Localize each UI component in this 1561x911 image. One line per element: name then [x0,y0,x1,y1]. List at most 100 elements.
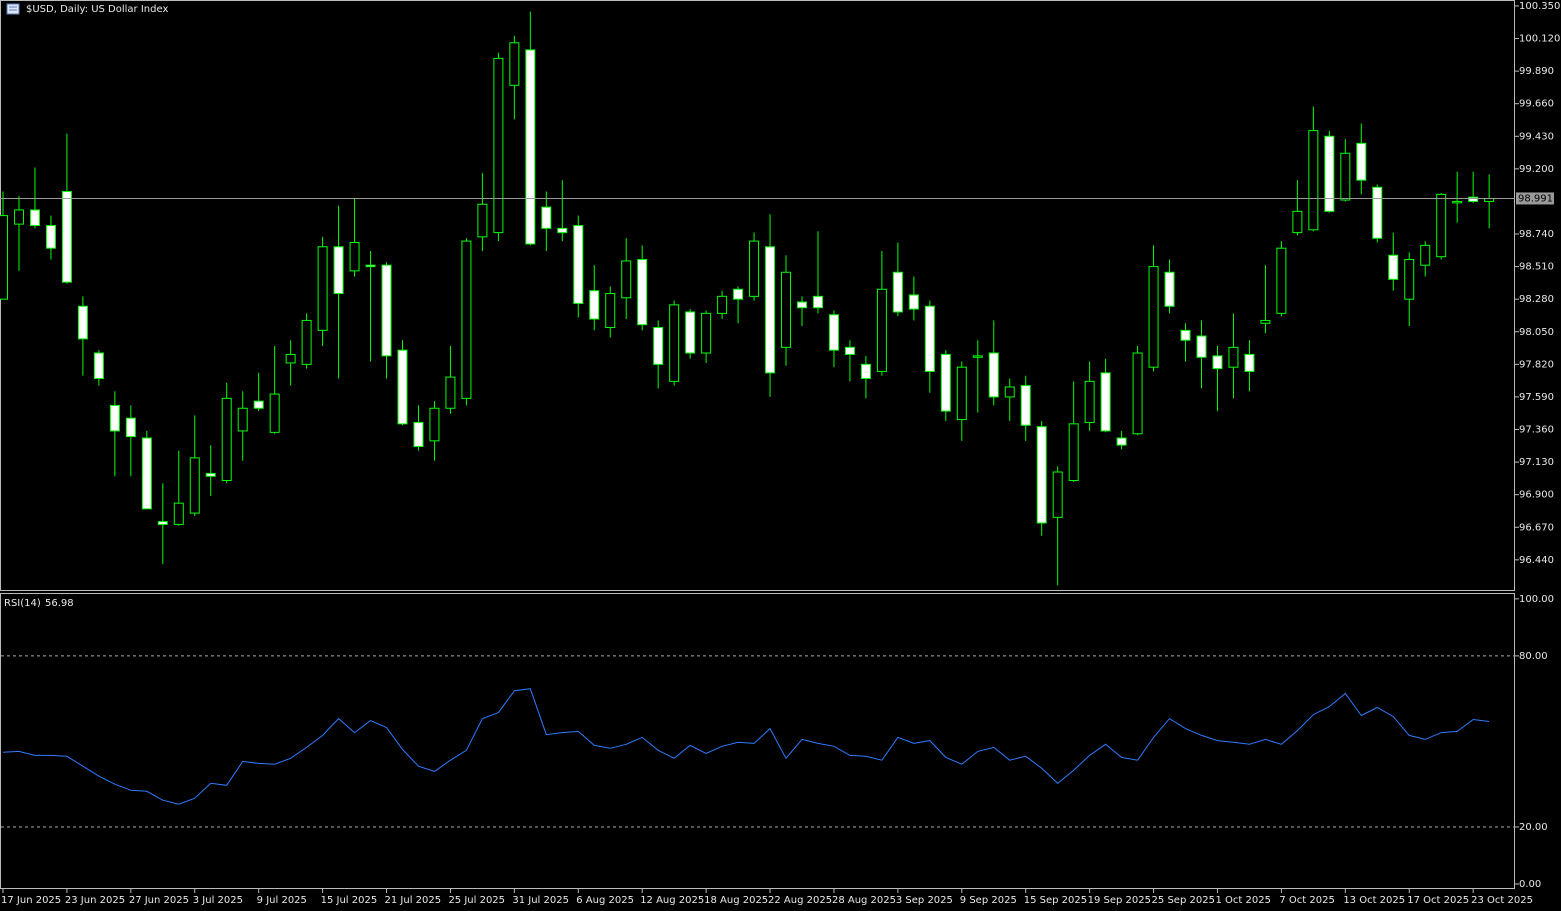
candle-body [733,288,744,300]
x-tick-label: 3 Jul 2025 [193,895,243,906]
x-tick-label: 21 Jul 2025 [385,895,442,906]
y-tick-label: 98.740 [1519,229,1554,240]
candle-body [1196,335,1207,358]
x-tick-label: 18 Aug 2025 [704,895,768,906]
x-tick-label: 27 Jun 2025 [129,895,189,906]
candle-body [1020,385,1031,426]
candle-body [621,260,632,299]
candle-body [1148,266,1159,368]
y-tick-label: 99.200 [1519,164,1554,175]
candle-body [860,363,871,380]
x-tick-label: 9 Sep 2025 [960,895,1017,906]
candle-body [1068,423,1079,482]
candle-body [669,304,680,382]
x-tick-label: 17 Jun 2025 [1,895,61,906]
x-tick-label: 6 Aug 2025 [576,895,634,906]
candle-body [461,240,472,399]
candle-body [1324,135,1335,212]
candle-body [365,264,376,268]
rsi-panel-frame [0,593,1515,889]
y-tick-label: 99.660 [1519,99,1554,110]
candle-body [1452,200,1463,204]
candle-body [1388,254,1399,280]
candle-body [876,288,887,372]
candle-body [653,327,664,365]
x-tick-label: 31 Jul 2025 [512,895,569,906]
y-tick-label: 97.130 [1519,457,1554,468]
y-tick-label: 20.00 [1519,822,1548,833]
candle-body [1004,386,1015,398]
candle-body [717,295,728,314]
candle-body [685,311,696,354]
x-tick-label: 25 Jul 2025 [448,895,505,906]
last-price-box [1516,192,1554,205]
candle-body [0,215,8,300]
y-tick-label: 100.350 [1519,1,1560,12]
candle-body [173,502,184,525]
candle-body [637,259,648,326]
candle-body [972,355,983,358]
candle-body [237,407,248,432]
x-tick-label: 17 Oct 2025 [1407,895,1469,906]
x-tick-label: 23 Oct 2025 [1471,895,1533,906]
candle-body [908,294,919,310]
candle-body [29,209,40,227]
x-tick-label: 1 Oct 2025 [1215,895,1270,906]
candle-body [1436,193,1447,258]
candle-body [45,225,56,249]
candle-body [1260,319,1271,324]
y-tick-label: 99.430 [1519,131,1554,142]
rsi-line [2,688,1490,805]
candle-body [125,417,136,438]
candle-body [61,191,72,283]
x-tick-label: 22 Aug 2025 [768,895,832,906]
candle-body [93,352,104,380]
candle-body [1308,130,1319,231]
candle-body [13,209,24,225]
candle-body [701,312,712,354]
candle-body [988,352,999,398]
candle-body [141,437,152,510]
candle-body [589,290,600,320]
candle-body [557,227,568,234]
candle-body [573,225,584,304]
candle-body [1164,271,1175,307]
rsi-name: RSI(14) [4,598,41,609]
candle-body [1340,152,1351,201]
y-tick-label: 80.00 [1519,651,1548,662]
y-tick-label: 97.360 [1519,425,1554,436]
candle-body [765,246,776,374]
y-tick-label: 98.510 [1519,262,1554,273]
y-tick-label: 99.890 [1519,66,1554,77]
x-tick-label: 28 Aug 2025 [832,895,896,906]
candle-body [317,246,328,331]
x-tick-label: 9 Jul 2025 [257,895,307,906]
y-tick-label: 98.050 [1519,327,1554,338]
candle-body [349,242,360,272]
candle-body [221,397,232,482]
candle-body [269,393,280,433]
y-tick-label: 100.00 [1519,594,1554,605]
candle-body [445,376,456,409]
candle-body [1276,247,1287,314]
candle-body [1212,355,1223,370]
y-tick-label: 0.00 [1519,879,1541,890]
x-tick-label: 25 Sep 2025 [1152,895,1215,906]
y-tick-label: 98.280 [1519,294,1554,305]
candle-body [77,305,88,340]
x-tick-label: 19 Sep 2025 [1088,895,1151,906]
candle-body [1100,372,1111,432]
y-tick-label: 96.440 [1519,555,1554,566]
x-tick-label: 23 Jun 2025 [65,895,125,906]
candle-body [1292,210,1303,234]
candle-body [1356,142,1367,181]
candle-body [892,271,903,313]
candle-body [797,301,807,309]
candle-body [301,319,312,365]
candle-body [1404,259,1415,300]
y-tick-label: 96.900 [1519,490,1554,501]
symbol-icon [6,3,20,15]
candle-body [1468,196,1479,202]
x-tick-label: 15 Jul 2025 [321,895,378,906]
